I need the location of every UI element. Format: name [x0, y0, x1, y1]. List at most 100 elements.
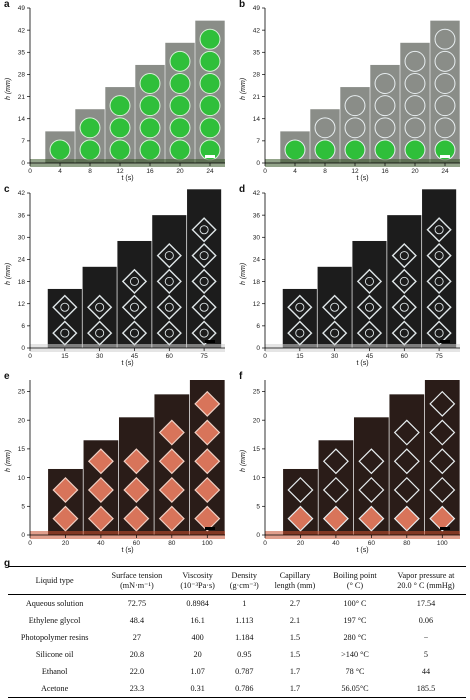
table-cell: 1.184	[235, 633, 254, 642]
y-tick-label: 36	[253, 212, 261, 219]
sphere-cell	[434, 117, 456, 139]
y-tick-label: 42	[253, 27, 261, 34]
cube-cell	[287, 505, 314, 532]
panel-b: b 0 7 14 21 28 35 42 49 0 4 8 12 16 20 24 h (mm) t (s)	[235, 0, 470, 185]
y-tick-label: 21	[18, 94, 26, 101]
header-line: Surface tension	[111, 571, 163, 580]
lattice-node	[434, 251, 444, 261]
y-axis-label: h (mm)	[240, 449, 247, 472]
lattice-cell	[156, 242, 182, 269]
table-cell: 1.7	[289, 667, 301, 676]
panel-letter: c	[4, 184, 10, 195]
cube-cell	[87, 448, 114, 475]
table-cell: 0.786	[222, 680, 266, 698]
cube-cell	[322, 448, 349, 475]
table-cell: 1	[242, 599, 247, 608]
x-tick-label: 24	[441, 168, 449, 175]
table-row: Ethylene glycol 48.4 16.1 1.113 2.1 197 °C 0.0…	[8, 612, 466, 629]
table-cell: 185.5	[385, 680, 466, 698]
lattice-node	[199, 276, 209, 286]
y-tick-label: 25	[18, 389, 26, 396]
y-tick-label: 12	[253, 301, 261, 308]
table-row: Ethanol 22.0 1.07 0.787 1.7 78 °C 44	[8, 663, 466, 680]
x-tick-label: 20	[62, 540, 70, 547]
scale-bar	[205, 527, 215, 530]
lattice-node	[330, 328, 340, 338]
y-tick-label: 20	[18, 417, 26, 424]
lattice-node	[399, 276, 409, 286]
lattice-cell	[121, 294, 148, 320]
x-tick-label: 16	[381, 168, 389, 175]
y-tick-label: 0	[21, 532, 25, 539]
y-tick-label: 0	[256, 532, 260, 539]
y-axis-label: h (mm)	[5, 77, 12, 100]
x-tick-label: 0	[263, 540, 267, 547]
y-tick-label: 35	[18, 49, 26, 56]
sphere-cell	[404, 117, 426, 139]
lattice-node	[95, 328, 105, 338]
header-line: Boiling point	[333, 571, 377, 580]
cube-cell	[322, 505, 349, 532]
sphere-cell	[344, 139, 366, 161]
cube-cell	[158, 505, 185, 532]
y-axis-label: h (mm)	[5, 449, 12, 472]
table-cell: 0.787	[235, 667, 254, 676]
header-boiling-point: Boiling point (° C)	[324, 566, 386, 595]
lattice-cell	[87, 294, 113, 320]
x-tick-label: 4	[58, 168, 62, 175]
x-tick-label: 15	[296, 353, 304, 360]
y-tick-label: 49	[253, 5, 261, 12]
y-tick-label: 12	[18, 301, 26, 308]
cube-cell	[393, 419, 420, 446]
cube-cell	[87, 505, 114, 532]
header-capillary-length: Capillary length (mm)	[265, 566, 325, 595]
lattice-cell	[426, 268, 452, 295]
x-tick-label: 12	[351, 168, 359, 175]
table-cell: 5	[423, 650, 428, 659]
table-cell: 17.54	[416, 599, 436, 608]
x-tick-label: 8	[323, 168, 327, 175]
chart-svg: 0 6 12 18 24 30 36 42 0 15 30 45 60 75	[253, 189, 460, 360]
x-tick-label: 60	[368, 540, 376, 547]
table-cell: 1.5	[289, 633, 301, 642]
table-cell: Ethylene glycol	[28, 616, 81, 625]
table-cell: 100° C	[343, 599, 367, 608]
sphere-cell	[169, 117, 191, 139]
y-tick-label: 0	[256, 160, 260, 167]
x-tick-label: 4	[293, 168, 297, 175]
x-tick-label: 0	[263, 353, 267, 360]
table-cell: Acetone	[8, 680, 102, 698]
cube-cell	[194, 390, 221, 417]
x-axis-label: t (s)	[121, 175, 134, 182]
panel-letter: b	[239, 0, 246, 10]
lattice-node	[364, 302, 374, 312]
y-tick-label: 42	[18, 190, 26, 197]
header-line: Liquid type	[35, 576, 74, 585]
x-tick-label: 15	[61, 353, 69, 360]
sphere-cell	[79, 139, 101, 161]
chart-svg: 0 7 14 21 28 35 42 49 0 4 8 12 16 20 24	[18, 5, 225, 175]
y-tick-label: 28	[253, 72, 261, 79]
sphere-cell	[434, 95, 456, 117]
cube-cell	[393, 448, 420, 475]
y-axis-label: h (mm)	[5, 262, 12, 285]
header-line: Density	[231, 571, 258, 580]
y-tick-label: 14	[253, 116, 261, 123]
table-cell: 1.113	[235, 616, 254, 625]
scale-bar	[205, 155, 215, 158]
y-tick-label: 42	[253, 190, 261, 197]
x-axis-label: t (s)	[121, 360, 134, 367]
lattice-node	[399, 328, 409, 338]
sphere-cell	[314, 139, 336, 161]
y-tick-label: 10	[18, 475, 26, 482]
scale-bar	[440, 340, 450, 343]
chart-svg: 0 7 14 21 28 35 42 49 0 4 8 12 16 20 24	[253, 5, 460, 175]
lattice-node	[95, 302, 105, 312]
sphere-cell	[374, 95, 396, 117]
header-line: Capillary	[279, 571, 311, 580]
panel-a: a 0 7 14 21 28 35 42 49 0 4 8 12 16 20 24 h (mm) t (s)	[0, 0, 235, 185]
table-cell: 0.31	[172, 680, 223, 698]
sphere-cell	[169, 139, 191, 161]
lattice-node	[399, 302, 409, 312]
table-row: Silicone oil 20.8 20 0.95 1.5 >140 °C 5	[8, 646, 466, 663]
